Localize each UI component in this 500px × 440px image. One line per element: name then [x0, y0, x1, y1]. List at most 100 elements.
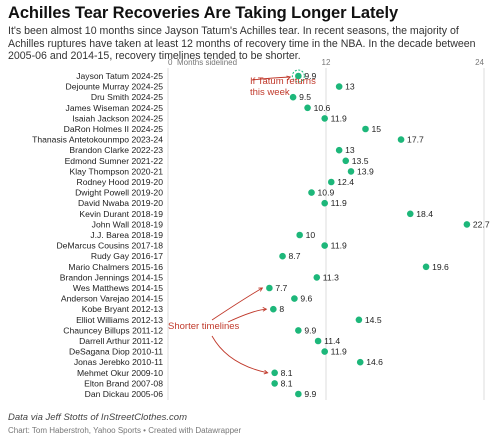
player-name-label: Rudy Gay 2016-17 [91, 251, 163, 261]
value-label: 13.9 [357, 166, 374, 176]
data-point [362, 125, 369, 133]
data-point [321, 348, 328, 355]
value-label: 22.7 [473, 219, 490, 229]
tatum-annotation-line1: If Tatum returns [250, 76, 316, 87]
player-name-label: Elton Brand 2007-08 [84, 378, 163, 388]
value-label: 10.9 [318, 188, 335, 198]
player-name-label: Edmond Sumner 2021-22 [65, 156, 164, 166]
data-point [308, 189, 315, 196]
value-label: 13 [345, 82, 355, 92]
data-point [295, 390, 302, 398]
data-point [313, 274, 321, 281]
player-row: Dejounte Murray 2024-25 13 [66, 82, 355, 92]
x-axis-label: Months sidelined [177, 58, 237, 67]
value-label: 9.9 [304, 71, 316, 81]
data-point [321, 199, 328, 207]
player-name-label: DeMarcus Cousins 2017-18 [56, 241, 163, 251]
shorter-timelines-arrow [211, 287, 263, 321]
data-point [295, 327, 302, 334]
data-point [279, 252, 286, 260]
value-label: 15 [372, 124, 382, 134]
player-name-label: J.J. Barea 2018-19 [90, 230, 163, 240]
data-point [463, 221, 471, 228]
player-row: DaRon Holmes II 2024-25 15 [64, 124, 382, 134]
value-label: 10 [306, 230, 316, 240]
tatum-annotation-line2: this week [250, 87, 290, 98]
player-row: Kevin Durant 2018-19 18.4 [79, 209, 433, 219]
chart-credit: Chart: Tom Haberstroh, Yahoo Sports • Cr… [8, 426, 242, 435]
value-label: 8.1 [281, 378, 293, 388]
player-row: Anderson Varejao 2014-15 9.6 [61, 294, 313, 304]
player-name-label: Kobe Bryant 2012-13 [82, 304, 163, 314]
data-point [342, 157, 350, 165]
data-point [291, 295, 298, 302]
player-name-label: Dejounte Murray 2024-25 [66, 82, 164, 92]
data-point [296, 231, 303, 239]
value-label: 7.7 [275, 283, 287, 293]
player-row: Mehmet Okur 2009-10 8.1 [77, 368, 293, 378]
player-name-label: Thanasis Antetokounmpo 2023-24 [32, 135, 163, 145]
player-name-label: Mehmet Okur 2009-10 [77, 368, 163, 378]
x-tick-label: 0 [168, 58, 173, 67]
value-label: 13.5 [352, 156, 369, 166]
data-point [347, 168, 355, 175]
value-label: 8.7 [289, 251, 301, 261]
value-label: 10.6 [314, 103, 331, 113]
player-name-label: Mario Chalmers 2015-16 [68, 262, 163, 272]
player-row: Isaiah Jackson 2024-25 11.9 [72, 113, 347, 123]
player-row: Dru Smith 2024-25 9.5 [91, 92, 311, 102]
data-point [271, 369, 278, 377]
player-row: Wes Matthews 2014-15 7.7 [73, 283, 288, 293]
grid-lines [167, 68, 485, 400]
player-row: Chauncey Billups 2011-12 9.9 [63, 325, 316, 335]
player-row: Jonas Jerebko 2010-11 14.6 [74, 357, 383, 367]
player-row: J.J. Barea 2018-19 10 [90, 230, 315, 240]
data-point [289, 93, 297, 101]
player-name-label: DaRon Holmes II 2024-25 [64, 124, 164, 134]
value-label: 11.9 [331, 347, 347, 357]
value-label: 9.9 [304, 325, 316, 335]
value-label: 19.6 [432, 262, 449, 272]
value-label: 18.4 [416, 209, 433, 219]
shorter-timelines-annotation: Shorter timelines [168, 321, 240, 332]
player-name-label: Jonas Jerebko 2010-11 [74, 357, 163, 367]
data-point [356, 358, 364, 366]
x-tick-label: 24 [475, 58, 484, 67]
value-label: 11.3 [323, 272, 339, 282]
data-point [295, 72, 302, 80]
annotations: If Tatum returns this week Shorter timel… [168, 75, 316, 375]
value-label: 9.6 [300, 294, 312, 304]
player-row: Thanasis Antetokounmpo 2023-24 17.7 [32, 135, 424, 145]
data-point [327, 178, 335, 186]
data-point [422, 263, 430, 271]
player-name-label: DeSagana Diop 2010-11 [69, 347, 163, 357]
player-row: DeSagana Diop 2010-11 11.9 [69, 347, 347, 357]
data-point [335, 146, 343, 154]
value-label: 11.9 [331, 113, 347, 123]
player-row: Dan Dickau 2005-06 9.9 [85, 389, 317, 399]
player-name-label: Kevin Durant 2018-19 [79, 209, 163, 219]
player-row: Edmond Sumner 2021-22 13.5 [65, 156, 369, 166]
player-name-label: John Wall 2018-19 [92, 219, 164, 229]
value-label: 9.5 [299, 92, 311, 102]
shorter-timelines-arrowhead [262, 307, 268, 312]
data-point [270, 305, 277, 313]
data-point [321, 242, 328, 249]
value-label: 14.5 [365, 315, 382, 325]
player-row: David Nwaba 2019-20 11.9 [78, 198, 347, 208]
data-point [314, 337, 322, 345]
player-name-label: Isaiah Jackson 2024-25 [72, 113, 163, 123]
chart-subtitle: It's been almost 10 months since Jayson … [8, 25, 476, 62]
highlight-ring [291, 69, 305, 83]
x-tick-label: 12 [322, 58, 331, 67]
value-label: 8.1 [281, 368, 293, 378]
player-row: Klay Thompson 2020-21 13.9 [70, 166, 374, 176]
player-row: Elton Brand 2007-08 8.1 [84, 378, 293, 388]
data-point [304, 104, 311, 112]
value-label: 12.4 [337, 177, 354, 187]
data-point [321, 115, 328, 122]
player-row: John Wall 2018-19 22.7 [92, 219, 490, 229]
player-name-label: Dan Dickau 2005-06 [85, 389, 164, 399]
value-label: 8 [279, 304, 284, 314]
player-row: Elliot Williams 2012-13 14.5 [76, 315, 382, 325]
